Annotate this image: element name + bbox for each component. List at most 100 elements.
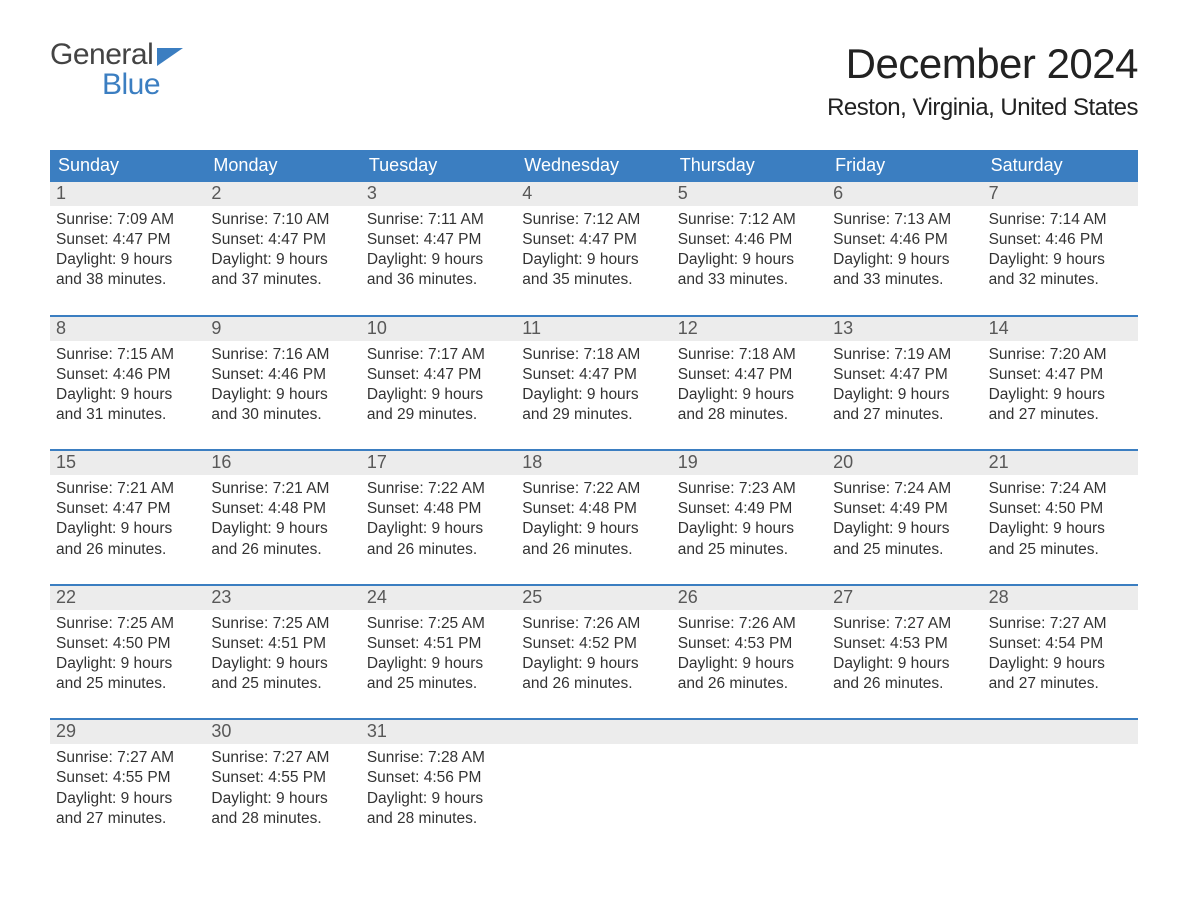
date-number: 13 [827,317,982,341]
date-number: 25 [516,586,671,610]
date-number: 2 [205,182,360,206]
sunrise-text: Sunrise: 7:26 AM [678,614,821,634]
daylight-line-1: Daylight: 9 hours [678,654,821,674]
date-number: 24 [361,586,516,610]
calendar-week: 1Sunrise: 7:09 AMSunset: 4:47 PMDaylight… [50,182,1138,295]
calendar-day: 15Sunrise: 7:21 AMSunset: 4:47 PMDayligh… [50,451,205,564]
daylight-line-2: and 27 minutes. [56,809,199,829]
daylight-line-2: and 26 minutes. [522,540,665,560]
daylight-line-1: Daylight: 9 hours [211,519,354,539]
calendar-day: 13Sunrise: 7:19 AMSunset: 4:47 PMDayligh… [827,317,982,430]
calendar-day: 22Sunrise: 7:25 AMSunset: 4:50 PMDayligh… [50,586,205,699]
day-details: Sunrise: 7:16 AMSunset: 4:46 PMDaylight:… [205,341,360,430]
calendar-day: 2Sunrise: 7:10 AMSunset: 4:47 PMDaylight… [205,182,360,295]
weekday-header: Saturday [983,150,1138,182]
sunrise-text: Sunrise: 7:23 AM [678,479,821,499]
sunrise-text: Sunrise: 7:12 AM [678,210,821,230]
date-number: 16 [205,451,360,475]
daylight-line-2: and 29 minutes. [522,405,665,425]
day-details: Sunrise: 7:10 AMSunset: 4:47 PMDaylight:… [205,206,360,295]
calendar-week: 29Sunrise: 7:27 AMSunset: 4:55 PMDayligh… [50,718,1138,833]
day-details: Sunrise: 7:12 AMSunset: 4:47 PMDaylight:… [516,206,671,295]
calendar-day [827,720,982,833]
calendar-day: 9Sunrise: 7:16 AMSunset: 4:46 PMDaylight… [205,317,360,430]
calendar-day: 5Sunrise: 7:12 AMSunset: 4:46 PMDaylight… [672,182,827,295]
day-details: Sunrise: 7:20 AMSunset: 4:47 PMDaylight:… [983,341,1138,430]
sunrise-text: Sunrise: 7:27 AM [56,748,199,768]
day-details: Sunrise: 7:24 AMSunset: 4:49 PMDaylight:… [827,475,982,564]
brand-triangle-icon [157,48,183,66]
sunset-text: Sunset: 4:56 PM [367,768,510,788]
sunrise-text: Sunrise: 7:27 AM [989,614,1132,634]
calendar-day: 7Sunrise: 7:14 AMSunset: 4:46 PMDaylight… [983,182,1138,295]
date-number: 1 [50,182,205,206]
daylight-line-2: and 26 minutes. [367,540,510,560]
date-number: 6 [827,182,982,206]
sunset-text: Sunset: 4:46 PM [833,230,976,250]
day-details: Sunrise: 7:22 AMSunset: 4:48 PMDaylight:… [516,475,671,564]
day-details: Sunrise: 7:25 AMSunset: 4:51 PMDaylight:… [361,610,516,699]
date-number: 29 [50,720,205,744]
calendar-day: 6Sunrise: 7:13 AMSunset: 4:46 PMDaylight… [827,182,982,295]
day-details: Sunrise: 7:13 AMSunset: 4:46 PMDaylight:… [827,206,982,295]
date-number: 14 [983,317,1138,341]
date-number: 21 [983,451,1138,475]
daylight-line-1: Daylight: 9 hours [56,654,199,674]
day-details: Sunrise: 7:26 AMSunset: 4:53 PMDaylight:… [672,610,827,699]
daylight-line-1: Daylight: 9 hours [211,385,354,405]
weekday-header: Friday [827,150,982,182]
daylight-line-2: and 26 minutes. [833,674,976,694]
calendar-day [516,720,671,833]
day-details: Sunrise: 7:28 AMSunset: 4:56 PMDaylight:… [361,744,516,833]
daylight-line-2: and 26 minutes. [56,540,199,560]
calendar-day: 11Sunrise: 7:18 AMSunset: 4:47 PMDayligh… [516,317,671,430]
date-number: 31 [361,720,516,744]
date-number: 15 [50,451,205,475]
calendar: SundayMondayTuesdayWednesdayThursdayFrid… [50,150,1138,833]
calendar-week: 15Sunrise: 7:21 AMSunset: 4:47 PMDayligh… [50,449,1138,564]
date-number: 10 [361,317,516,341]
daylight-line-2: and 29 minutes. [367,405,510,425]
calendar-day: 21Sunrise: 7:24 AMSunset: 4:50 PMDayligh… [983,451,1138,564]
date-number: 26 [672,586,827,610]
daylight-line-1: Daylight: 9 hours [211,654,354,674]
sunset-text: Sunset: 4:46 PM [989,230,1132,250]
sunset-text: Sunset: 4:51 PM [367,634,510,654]
sunset-text: Sunset: 4:49 PM [833,499,976,519]
daylight-line-1: Daylight: 9 hours [211,789,354,809]
sunset-text: Sunset: 4:55 PM [56,768,199,788]
calendar-week: 8Sunrise: 7:15 AMSunset: 4:46 PMDaylight… [50,315,1138,430]
sunset-text: Sunset: 4:47 PM [56,230,199,250]
day-details: Sunrise: 7:22 AMSunset: 4:48 PMDaylight:… [361,475,516,564]
daylight-line-2: and 25 minutes. [678,540,821,560]
day-details: Sunrise: 7:21 AMSunset: 4:48 PMDaylight:… [205,475,360,564]
sunrise-text: Sunrise: 7:14 AM [989,210,1132,230]
weekday-header: Tuesday [361,150,516,182]
day-details: Sunrise: 7:25 AMSunset: 4:50 PMDaylight:… [50,610,205,699]
date-number: 3 [361,182,516,206]
sunrise-text: Sunrise: 7:11 AM [367,210,510,230]
sunrise-text: Sunrise: 7:25 AM [56,614,199,634]
calendar-day [672,720,827,833]
daylight-line-2: and 36 minutes. [367,270,510,290]
daylight-line-2: and 25 minutes. [989,540,1132,560]
date-number: 8 [50,317,205,341]
calendar-day: 26Sunrise: 7:26 AMSunset: 4:53 PMDayligh… [672,586,827,699]
daylight-line-2: and 25 minutes. [833,540,976,560]
calendar-day: 31Sunrise: 7:28 AMSunset: 4:56 PMDayligh… [361,720,516,833]
sunrise-text: Sunrise: 7:15 AM [56,345,199,365]
sunset-text: Sunset: 4:47 PM [522,365,665,385]
calendar-day: 27Sunrise: 7:27 AMSunset: 4:53 PMDayligh… [827,586,982,699]
sunrise-text: Sunrise: 7:16 AM [211,345,354,365]
date-number: 30 [205,720,360,744]
date-number: 18 [516,451,671,475]
daylight-line-2: and 35 minutes. [522,270,665,290]
daylight-line-1: Daylight: 9 hours [678,250,821,270]
daylight-line-1: Daylight: 9 hours [522,654,665,674]
day-details: Sunrise: 7:27 AMSunset: 4:55 PMDaylight:… [50,744,205,833]
sunrise-text: Sunrise: 7:25 AM [367,614,510,634]
daylight-line-1: Daylight: 9 hours [989,519,1132,539]
calendar-day: 1Sunrise: 7:09 AMSunset: 4:47 PMDaylight… [50,182,205,295]
sunrise-text: Sunrise: 7:12 AM [522,210,665,230]
daylight-line-1: Daylight: 9 hours [678,385,821,405]
